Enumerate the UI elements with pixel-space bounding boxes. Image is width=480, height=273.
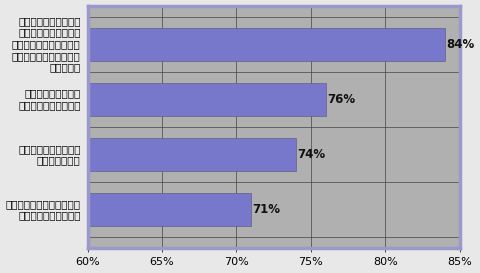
Bar: [87, 28, 444, 61]
Text: 71%: 71%: [252, 203, 281, 216]
Text: 74%: 74%: [297, 148, 325, 161]
Bar: [87, 193, 251, 226]
Text: 76%: 76%: [327, 93, 355, 106]
Bar: [87, 83, 325, 116]
Text: 84%: 84%: [446, 38, 474, 51]
Bar: [87, 138, 296, 171]
